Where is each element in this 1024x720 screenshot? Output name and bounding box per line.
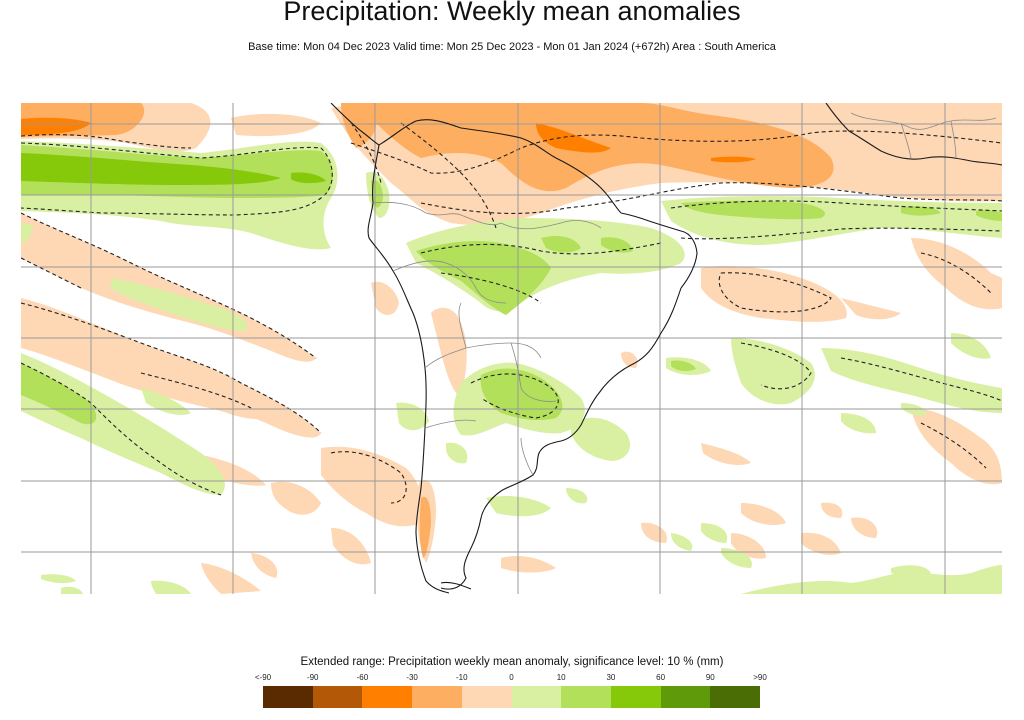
legend-ticks: <-90 -90 -60 -30 -10 0 10 30 60 90 >90 (255, 673, 767, 685)
africa-coastline (825, 103, 1002, 166)
legend-swatch (362, 686, 413, 708)
wet-anomaly-areas (21, 141, 1002, 594)
significance-contours (21, 122, 1002, 504)
legend-tick: 30 (606, 673, 616, 682)
legend-swatch (561, 686, 611, 708)
legend-tick: -60 (356, 673, 369, 682)
legend-tick: >90 (753, 673, 767, 682)
legend-tick: <-90 (254, 673, 272, 682)
legend-swatch (511, 686, 562, 708)
legend-swatch (461, 686, 512, 708)
legend-swatch (412, 686, 462, 708)
legend-swatch (263, 686, 313, 708)
country-borders (372, 201, 602, 476)
legend-tick: -30 (406, 673, 418, 682)
africa-borders (850, 112, 997, 159)
legend-tick: 10 (556, 673, 566, 682)
legend-title: Extended range: Precipitation weekly mea… (300, 656, 724, 668)
legend-tick: -90 (306, 673, 319, 682)
anomaly-map (21, 103, 1002, 594)
legend-tick: -10 (456, 673, 468, 682)
dry-anomaly-areas (21, 103, 1002, 594)
legend-tick: 60 (656, 673, 666, 682)
page-title: Precipitation: Weekly mean anomalies (283, 0, 741, 26)
legend-swatch (660, 686, 711, 708)
south-america-coastline (330, 103, 698, 594)
legend-swatch (710, 686, 761, 708)
legend-tick: 0 (509, 673, 514, 682)
lat-lon-grid (21, 103, 1002, 594)
legend-swatch (312, 686, 363, 708)
legend-swatch (610, 686, 661, 708)
legend-colorbar (263, 686, 761, 708)
page-subtitle: Base time: Mon 04 Dec 2023 Valid time: M… (248, 41, 776, 53)
legend-tick: 90 (705, 673, 715, 682)
